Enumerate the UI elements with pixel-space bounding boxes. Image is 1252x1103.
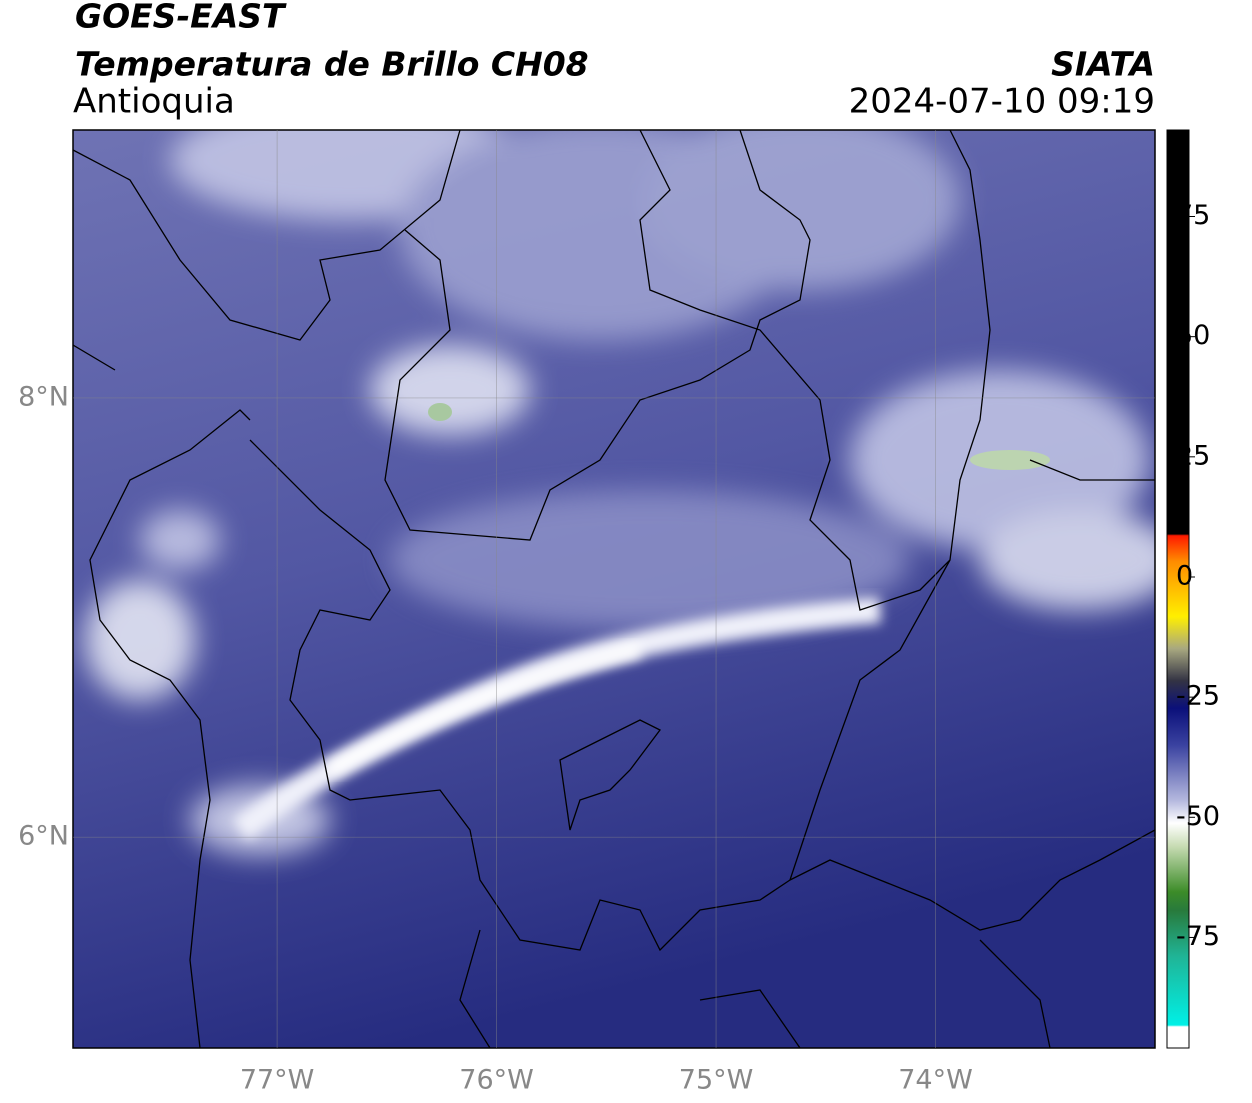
timestamp: 2024-07-10 09:19 <box>849 82 1155 122</box>
colorbar-tick-label: 75 <box>1176 200 1210 231</box>
y-tick-label: 8°N <box>18 381 69 412</box>
satellite-image <box>73 130 1155 1048</box>
source: SIATA <box>1051 45 1155 84</box>
colorbar-tick-label: 0 <box>1176 560 1193 591</box>
title: GOES-EAST <box>75 0 287 36</box>
x-tick-label: 76°W <box>459 1065 534 1096</box>
x-tick-label: 75°W <box>679 1065 754 1096</box>
subtitle: Temperatura de Brillo CH08 <box>75 45 589 84</box>
colorbar <box>1166 129 1190 1049</box>
colorbar-tick-label: 50 <box>1176 320 1210 351</box>
colorbar-tick-label: 25 <box>1176 440 1210 471</box>
colorbar-tick-label: -75 <box>1176 921 1220 952</box>
map-frame <box>72 129 1156 1049</box>
colorbar-tick-label: -25 <box>1176 681 1220 712</box>
region: Antioquia <box>73 82 235 122</box>
x-tick-label: 77°W <box>240 1065 315 1096</box>
x-tick-label: 74°W <box>898 1065 973 1096</box>
y-tick-label: 6°N <box>18 821 69 852</box>
colorbar-tick-label: -50 <box>1176 801 1220 832</box>
